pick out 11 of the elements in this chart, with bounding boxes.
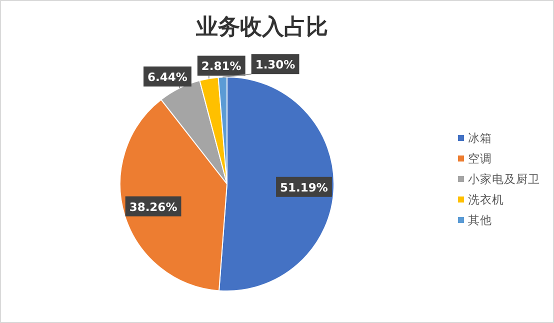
chart-title: 业务收入占比 [195,15,328,40]
data-label: 2.81% [201,59,242,74]
data-label: 38.26% [129,200,178,214]
legend-label: 空调 [468,152,492,166]
data-label: 51.19% [280,180,328,194]
legend-label: 冰箱 [468,131,492,145]
legend-label: 洗衣机 [468,192,504,206]
legend-label: 小家电及厨卫 [468,172,540,186]
data-label: 6.44% [148,70,188,84]
legend-label: 其他 [468,213,492,227]
data-label: 1.30% [255,58,296,72]
